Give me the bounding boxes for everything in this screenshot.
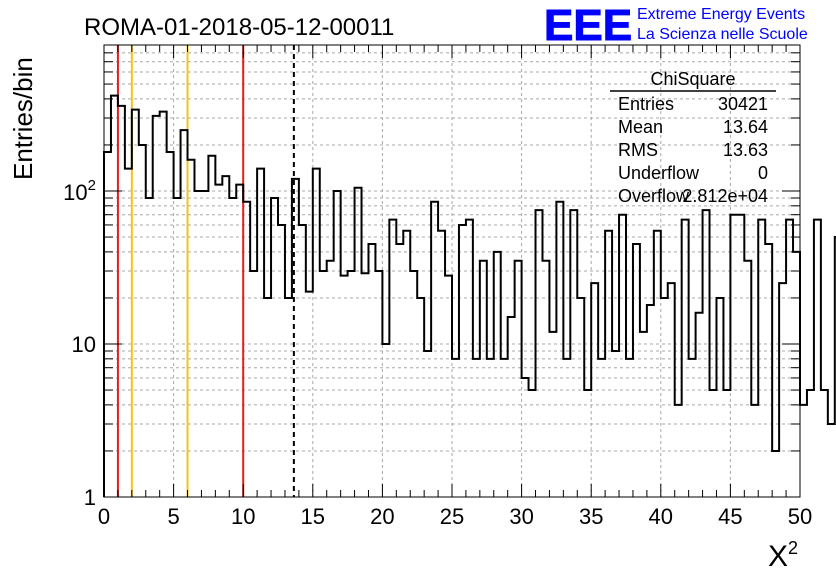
- x-tick-label: 20: [370, 504, 394, 529]
- x-tick-label: 10: [231, 504, 255, 529]
- eee-logo: EEE Extreme Energy Events La Scienza nel…: [544, 1, 808, 51]
- y-tick-label: 1: [84, 485, 96, 510]
- x-tick-label: 0: [98, 504, 110, 529]
- y-tick-label-exponent: 2: [88, 177, 96, 194]
- y-tick-label: 102: [63, 177, 96, 205]
- x-tick-label: 50: [788, 504, 812, 529]
- stats-row-label: Mean: [618, 117, 663, 137]
- x-tick-label: 40: [649, 504, 673, 529]
- stats-box-title: ChiSquare: [650, 69, 735, 89]
- x-axis-label-superscript: 2: [788, 538, 798, 558]
- chart-title: ROMA-01-2018-05-12-00011: [84, 14, 394, 41]
- y-tick-label: 10: [72, 332, 96, 357]
- axis-ticks: [103, 44, 801, 498]
- stats-box: ChiSquare Entries 30421 Mean 13.64 RMS 13.63 U…: [610, 69, 776, 206]
- stats-rows: Entries 30421 Mean 13.64 RMS 13.63 Underflow 0 O…: [618, 94, 768, 206]
- marker-lines: [116, 45, 295, 497]
- x-tick-labels: 0 5 10 15 20 25 30 35 40 45 50: [98, 504, 812, 529]
- x-tick-label: 5: [167, 504, 179, 529]
- x-tick-label: 45: [718, 504, 742, 529]
- y-axis-label: Entries/bin: [8, 57, 38, 180]
- y-tick-label-base: 10: [63, 180, 87, 205]
- stats-row-label: Underflow: [618, 163, 700, 183]
- stats-row-label: Entries: [618, 94, 674, 114]
- stats-row-value: 2.812e+04: [682, 186, 768, 206]
- stats-row-value: 0: [758, 163, 768, 183]
- logo-mark: EEE: [544, 1, 632, 50]
- x-axis-label: X2: [768, 538, 798, 572]
- stats-row-value: 13.63: [723, 140, 768, 160]
- stats-row-value: 13.64: [723, 117, 768, 137]
- x-tick-label: 35: [579, 504, 603, 529]
- stats-row-label: Overflow: [618, 186, 690, 206]
- logo-line-2: La Scienza nelle Scuole: [637, 26, 808, 43]
- x-axis-label-base: X: [768, 540, 788, 572]
- logo-line-1: Extreme Energy Events: [637, 6, 805, 23]
- stats-row-value: 30421: [718, 94, 768, 114]
- stats-row-label: RMS: [618, 140, 658, 160]
- x-tick-label: 30: [509, 504, 533, 529]
- x-tick-label: 25: [440, 504, 464, 529]
- x-tick-label: 15: [301, 504, 325, 529]
